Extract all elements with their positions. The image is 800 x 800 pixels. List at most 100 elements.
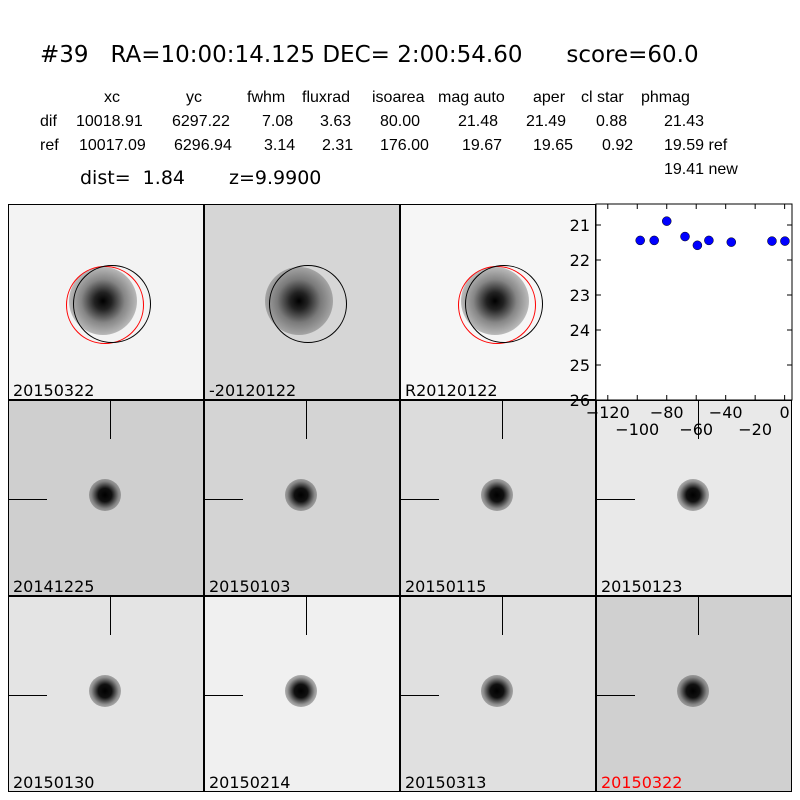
plot-frame — [595, 203, 793, 401]
source-blob — [677, 675, 709, 707]
image-stamp: 20150115 — [400, 400, 596, 596]
source-blob — [285, 479, 317, 511]
image-stamp: 20150322 — [8, 204, 204, 400]
dif-value: 80.00 — [380, 113, 421, 130]
x-tick-label: −40 — [709, 403, 743, 422]
data-point — [680, 231, 690, 242]
candidate-title: #39 RA=10:00:14.125 DEC= 2:00:54.60 scor… — [40, 42, 699, 68]
ref-value: 19.67 — [462, 137, 503, 154]
aperture-circle — [269, 265, 347, 343]
data-point — [661, 216, 672, 226]
stamp-date-label: 20150103 — [209, 577, 291, 596]
stamp-date-label: R20120122 — [405, 381, 498, 400]
crosshair-tick — [597, 499, 635, 500]
stamp-date-label: 20150214 — [209, 773, 291, 792]
y-tick-label: 25 — [570, 356, 590, 375]
image-stamp: 20150214 — [204, 596, 400, 792]
data-point — [692, 240, 703, 251]
dif-value: 21.49 — [526, 113, 567, 130]
x-tick-label: −120 — [586, 403, 630, 422]
dif-value: 21.48 — [458, 113, 499, 130]
column-header: isoarea — [372, 89, 425, 106]
dif-value: 6297.22 — [172, 113, 230, 130]
ref-row-label: ref — [40, 137, 59, 154]
crosshair-tick — [9, 695, 47, 696]
crosshair-tick — [205, 499, 243, 500]
image-stamp: 20150103 — [204, 400, 400, 596]
stamp-date-label: 20150322 — [13, 381, 95, 400]
image-stamp: -20120122 — [204, 204, 400, 400]
light-curve-plot: 21 22 23 24 25 26−120−100−80−60−40−20 0 — [570, 203, 793, 439]
crosshair-tick — [110, 597, 111, 635]
dif-value: 0.88 — [596, 113, 628, 130]
x-tick-label: −20 — [738, 420, 772, 439]
aperture-circle — [73, 265, 151, 343]
crosshair-tick — [401, 695, 439, 696]
column-header: yc — [186, 89, 202, 106]
source-blob — [285, 675, 317, 707]
crosshair-tick — [205, 695, 243, 696]
data-point — [635, 235, 645, 246]
aperture-circle — [465, 265, 543, 343]
column-header: phmag — [641, 89, 690, 106]
crosshair-tick — [698, 401, 699, 439]
crosshair-tick — [9, 499, 47, 500]
crosshair-tick — [502, 597, 503, 635]
column-header: fluxrad — [302, 89, 351, 106]
crosshair-tick — [502, 401, 503, 439]
y-tick-label: 22 — [570, 251, 590, 270]
column-header: xc — [104, 89, 120, 106]
crosshair-tick — [698, 597, 699, 635]
column-header: cl star — [581, 89, 624, 106]
stamp-date-label: 20150322 — [601, 773, 683, 792]
ref-value: 19.65 — [533, 137, 574, 154]
stamp-date-label: 20150123 — [601, 577, 683, 596]
column-header: fwhm — [247, 89, 286, 106]
crosshair-tick — [597, 695, 635, 696]
dif-value: 7.08 — [262, 113, 294, 130]
dif-row-label: dif — [40, 113, 57, 130]
new-phmag: 19.41 new — [664, 161, 738, 178]
source-blob — [677, 479, 709, 511]
source-blob — [481, 675, 513, 707]
ref-value: 6296.94 — [174, 137, 232, 154]
stamp-date-label: 20150313 — [405, 773, 487, 792]
stamp-date-label: -20120122 — [209, 381, 297, 400]
stamp-date-label: 20141225 — [13, 577, 95, 596]
image-stamp: 20141225 — [8, 400, 204, 596]
data-point — [649, 235, 659, 246]
image-stamp: 20150123 — [596, 400, 792, 596]
y-tick-label: 21 — [570, 216, 590, 235]
crosshair-tick — [401, 499, 439, 500]
dif-value: 3.63 — [320, 113, 352, 130]
x-tick-label: 0 — [780, 403, 790, 422]
ref-value: 3.14 — [264, 137, 296, 154]
ref-value: 176.00 — [380, 137, 429, 154]
dif-value: 10018.91 — [76, 113, 143, 130]
z-value: z=9.9900 — [229, 167, 322, 189]
ref-value: 2.31 — [322, 137, 354, 154]
x-tick-label: −80 — [650, 403, 684, 422]
ref-value: 0.92 — [602, 137, 634, 154]
y-tick-label: 26 — [570, 391, 590, 410]
source-blob — [481, 479, 513, 511]
stamp-date-label: 20150115 — [405, 577, 487, 596]
crosshair-tick — [306, 597, 307, 635]
dif-value: 21.43 — [664, 113, 705, 130]
image-stamp: 20150313 — [400, 596, 596, 792]
crosshair-tick — [306, 401, 307, 439]
data-point — [704, 235, 714, 246]
crosshair-tick — [110, 401, 111, 439]
column-header: mag auto — [438, 89, 505, 106]
x-tick-label: −100 — [615, 420, 659, 439]
image-stamp: 20150130 — [8, 596, 204, 792]
y-tick-label: 24 — [570, 321, 590, 340]
data-point — [780, 236, 790, 246]
data-point — [767, 236, 777, 246]
dist-value: dist= 1.84 — [80, 167, 185, 189]
image-stamp: R20120122 — [400, 204, 596, 400]
source-blob — [89, 675, 121, 707]
column-header: aper — [533, 89, 566, 106]
ref-value: 10017.09 — [79, 137, 146, 154]
